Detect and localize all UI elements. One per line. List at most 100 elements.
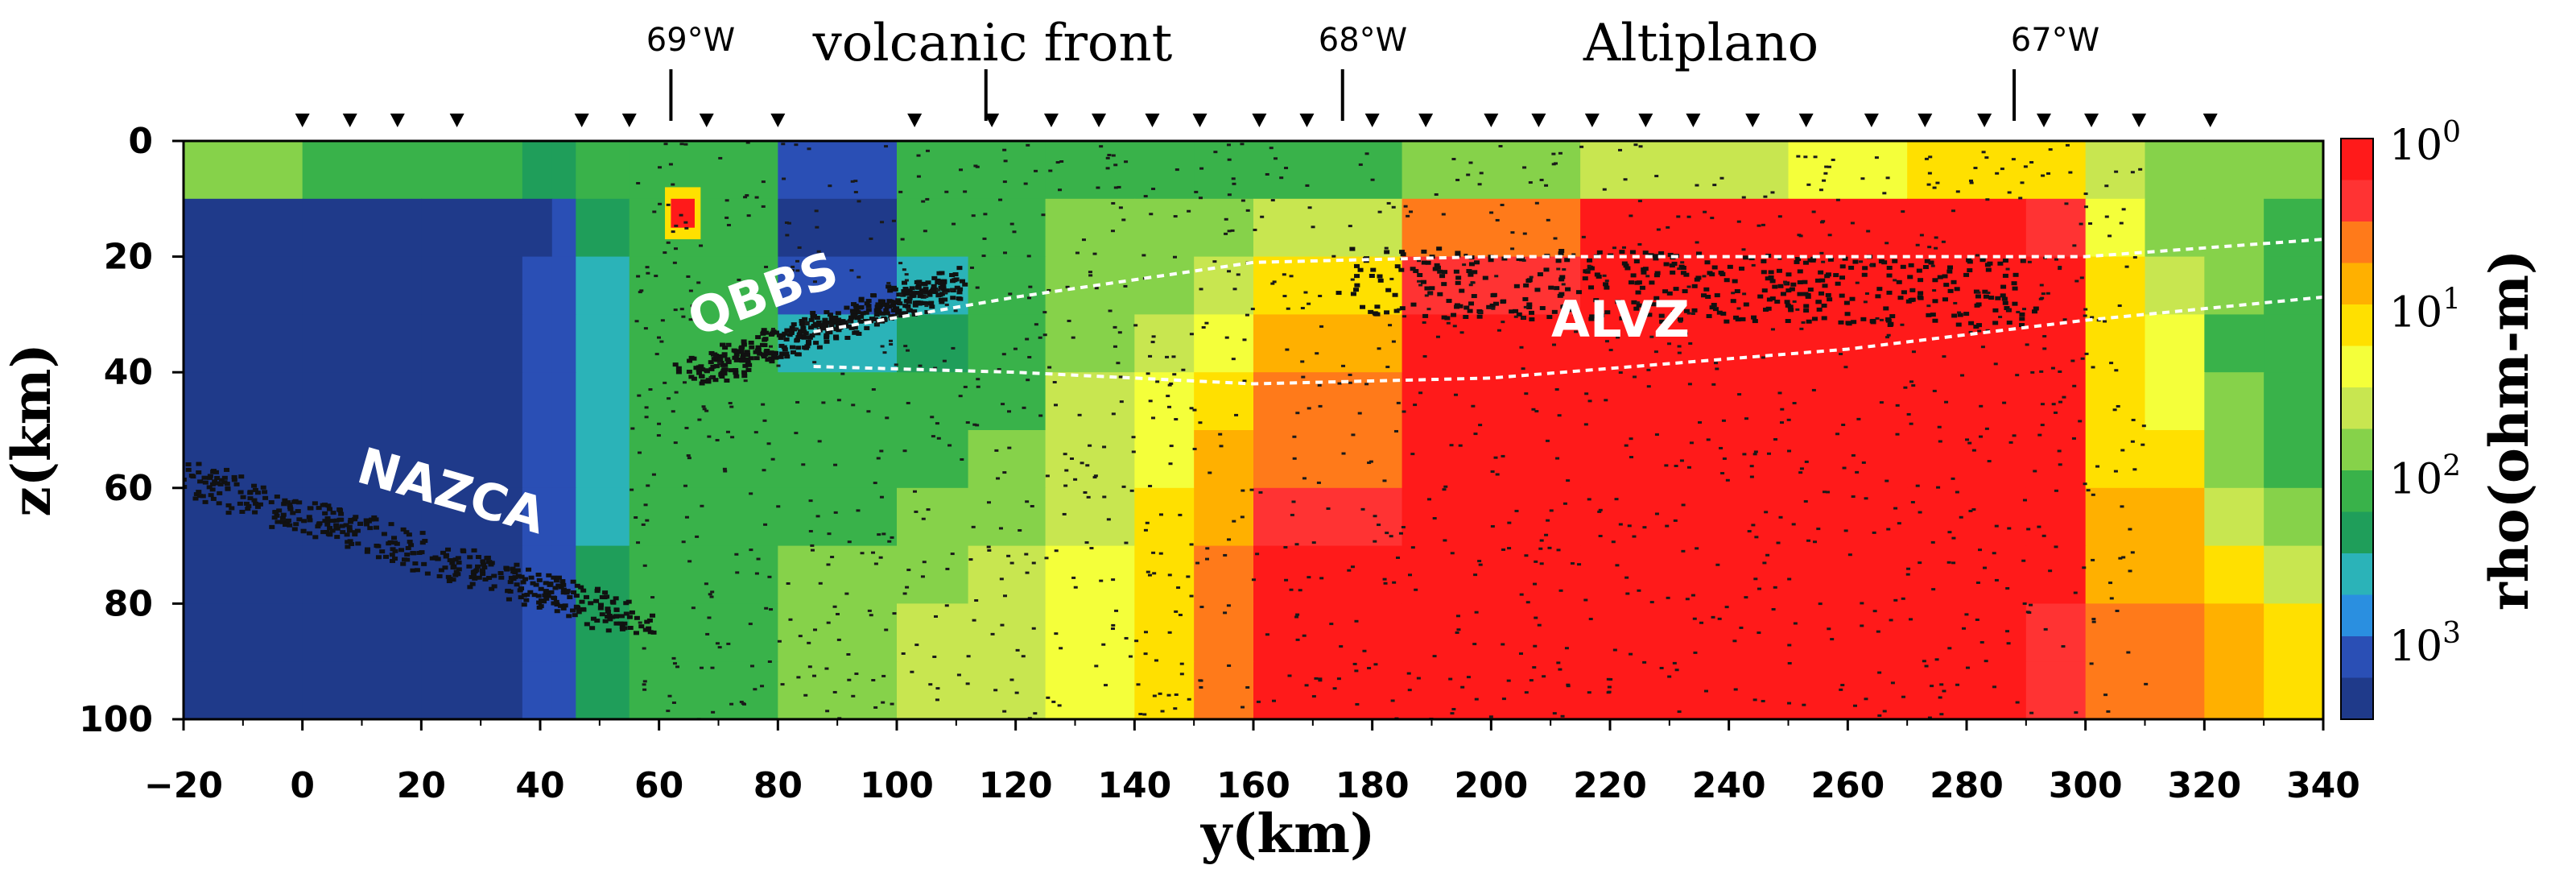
seismic-event bbox=[1448, 677, 1453, 681]
seismic-event bbox=[276, 508, 283, 513]
seismic-event bbox=[324, 519, 331, 524]
seismic-event bbox=[1882, 710, 1887, 713]
seismic-event bbox=[1030, 505, 1034, 508]
seismic-event bbox=[879, 299, 886, 304]
seismic-event bbox=[1932, 318, 1938, 323]
resistivity-cell bbox=[2204, 430, 2264, 489]
seismic-event bbox=[1959, 515, 1963, 519]
seismic-event bbox=[1998, 316, 2003, 319]
station-marker bbox=[1798, 114, 1814, 127]
resistivity-cell bbox=[1045, 661, 1136, 719]
seismic-event bbox=[274, 495, 280, 499]
seismic-event bbox=[1534, 201, 1539, 205]
seismic-event bbox=[514, 562, 520, 567]
seismic-event bbox=[1455, 275, 1462, 280]
seismic-event bbox=[2046, 172, 2051, 175]
seismic-event bbox=[533, 582, 539, 587]
seismic-event bbox=[2062, 395, 2066, 399]
seismic-event bbox=[326, 507, 332, 511]
seismic-event bbox=[1653, 256, 1659, 261]
seismic-event bbox=[2128, 569, 2132, 573]
seismic-event bbox=[1073, 478, 1078, 481]
seismic-event bbox=[920, 294, 927, 299]
seismic-event bbox=[2048, 569, 2053, 573]
seismic-event bbox=[872, 317, 878, 322]
seismic-event bbox=[1702, 275, 1707, 278]
seismic-event bbox=[1522, 296, 1529, 301]
seismic-event bbox=[1018, 529, 1022, 532]
seismic-event bbox=[1370, 267, 1377, 272]
seismic-event bbox=[1245, 686, 1250, 689]
seismic-event bbox=[815, 320, 822, 325]
resistivity-cell bbox=[1134, 141, 1195, 200]
seismic-event bbox=[1283, 545, 1288, 548]
seismic-event bbox=[1776, 268, 1782, 273]
seismic-event bbox=[1922, 265, 1929, 270]
seismic-event bbox=[2042, 334, 2047, 337]
seismic-event bbox=[521, 602, 527, 607]
resistivity-cell bbox=[1194, 314, 1254, 373]
seismic-event bbox=[1577, 563, 1582, 566]
seismic-event bbox=[324, 522, 331, 527]
seismic-event bbox=[673, 308, 678, 312]
seismic-event bbox=[510, 566, 516, 571]
seismic-event bbox=[1930, 313, 1936, 317]
seismic-event bbox=[1403, 205, 1408, 208]
seismic-event bbox=[1879, 401, 1884, 404]
seismic-event bbox=[1864, 497, 1868, 500]
seismic-event bbox=[1992, 321, 1999, 325]
seismic-event bbox=[466, 564, 473, 569]
seismic-event bbox=[1460, 685, 1465, 689]
seismic-event bbox=[1964, 613, 1969, 616]
station-marker bbox=[2084, 114, 2099, 127]
seismic-event bbox=[296, 517, 303, 522]
seismic-event bbox=[799, 319, 805, 324]
seismic-event bbox=[658, 202, 663, 205]
seismic-event bbox=[2083, 308, 2088, 311]
seismic-event bbox=[1901, 597, 1905, 600]
seismic-event bbox=[851, 694, 856, 698]
seismic-event bbox=[1602, 188, 1607, 191]
seismic-event bbox=[763, 330, 770, 335]
seismic-event bbox=[1377, 274, 1383, 279]
seismic-event bbox=[1407, 689, 1412, 692]
seismic-event bbox=[1864, 698, 1868, 701]
resistivity-cell bbox=[968, 314, 1046, 373]
volcanic-front-label: volcanic front bbox=[812, 14, 1173, 73]
seismic-event bbox=[931, 275, 938, 280]
seismic-event bbox=[810, 544, 815, 547]
seismic-event bbox=[1110, 627, 1115, 631]
seismic-event bbox=[1434, 263, 1440, 267]
seismic-event bbox=[535, 573, 542, 577]
seismic-event bbox=[1510, 231, 1515, 234]
seismic-event bbox=[2074, 279, 2079, 283]
seismic-event bbox=[763, 350, 770, 354]
seismic-event bbox=[1441, 282, 1447, 287]
seismic-event bbox=[1046, 696, 1051, 699]
seismic-event bbox=[1435, 335, 1440, 338]
seismic-event bbox=[1315, 352, 1319, 355]
seismic-event bbox=[1178, 614, 1183, 617]
seismic-event bbox=[2083, 205, 2088, 209]
seismic-event bbox=[1777, 215, 1782, 218]
seismic-event bbox=[1389, 277, 1394, 280]
seismic-event bbox=[998, 198, 1003, 201]
seismic-event bbox=[1401, 525, 1406, 528]
seismic-event bbox=[1897, 522, 1901, 525]
seismic-event bbox=[1167, 383, 1172, 387]
seismic-event bbox=[1385, 532, 1389, 535]
seismic-event bbox=[609, 615, 616, 619]
seismic-event bbox=[1879, 318, 1884, 321]
seismic-event bbox=[707, 435, 712, 438]
seismic-event bbox=[518, 595, 524, 600]
seismic-event bbox=[934, 615, 939, 618]
seismic-event bbox=[1064, 469, 1069, 472]
seismic-event bbox=[1926, 313, 1932, 317]
resistivity-cell bbox=[1134, 661, 1195, 719]
seismic-event bbox=[1474, 260, 1480, 265]
seismic-event bbox=[813, 628, 818, 631]
resistivity-cell bbox=[1045, 314, 1136, 373]
seismic-event bbox=[718, 156, 723, 159]
seismic-event bbox=[1124, 541, 1129, 544]
seismic-event bbox=[2000, 293, 2006, 298]
